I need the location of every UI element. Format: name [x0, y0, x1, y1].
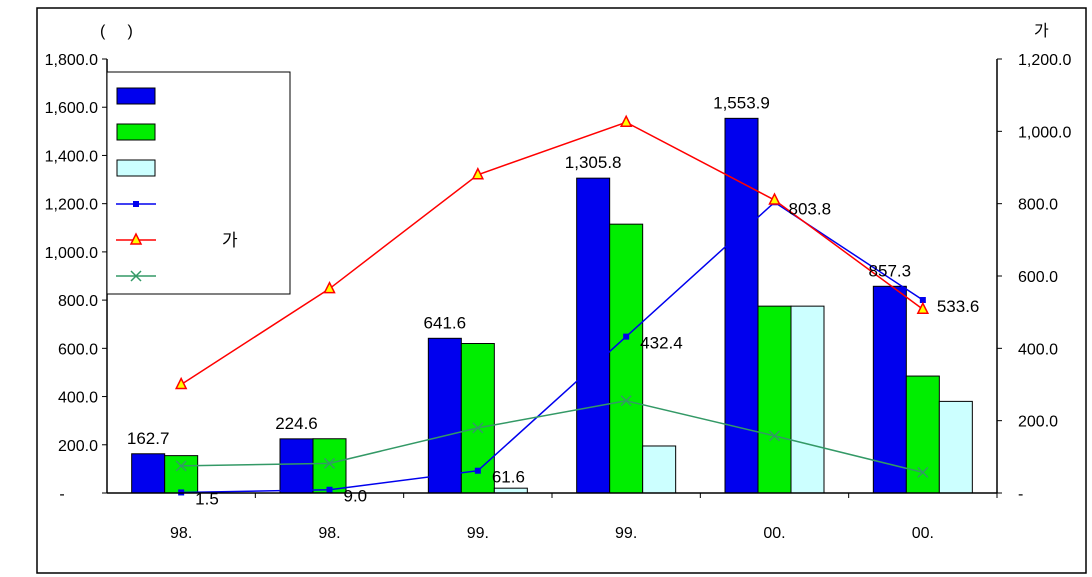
x-tick-label: 00. [912, 525, 934, 542]
left-tick-label: 1,000.0 [45, 245, 98, 262]
legend-swatch [116, 159, 156, 177]
left-tick-label: - [59, 486, 64, 503]
right-tick-label: 200.0 [1018, 414, 1058, 431]
marker-x [323, 457, 336, 469]
line-series-3 [181, 400, 924, 474]
marker-x [917, 466, 929, 478]
line-data-label: 61.6 [492, 468, 525, 487]
bar-s2 [312, 438, 347, 494]
bar-data-label: 162.7 [127, 429, 170, 448]
legend-label: 가 [222, 231, 238, 250]
line-series-2 [180, 121, 924, 386]
left-tick-label: 1,200.0 [45, 197, 98, 214]
bar-s1 [576, 177, 611, 494]
marker-triangle [768, 192, 781, 205]
x-tick-label: 99. [467, 525, 489, 542]
x-tick-label: 99. [615, 525, 637, 542]
marker-x [620, 395, 632, 407]
bar-s3 [938, 400, 973, 494]
left-tick-label: 400.0 [58, 390, 98, 407]
left-tick-label: 1,800.0 [45, 52, 98, 69]
left-tick-label: 800.0 [58, 293, 98, 310]
left-tick-label: 600.0 [58, 341, 98, 358]
bar-s2 [164, 455, 199, 494]
right-tick-label: - [1018, 486, 1023, 503]
bar-s2 [905, 375, 940, 494]
right-tick-label: 1,000.0 [1018, 124, 1071, 141]
legend-box [106, 71, 291, 295]
marker-triangle [323, 280, 336, 294]
right-tick-label: 1,200.0 [1018, 52, 1071, 69]
bar-s2 [460, 343, 495, 494]
left-tick-label: 200.0 [58, 438, 98, 455]
bar-s1 [131, 453, 166, 494]
marker-square [133, 201, 139, 207]
bar-s1 [279, 438, 314, 494]
marker-x [472, 422, 484, 434]
marker-triangle [174, 376, 188, 390]
bar-s1 [872, 285, 907, 494]
marker-x [175, 460, 187, 472]
legend-swatch [116, 87, 156, 105]
line-data-label: 432.4 [640, 334, 683, 353]
left-tick-label: 1,400.0 [45, 148, 98, 165]
marker-triangle [619, 114, 633, 128]
left-unit-label: ( ) [100, 23, 133, 40]
x-tick-label: 98. [170, 525, 192, 542]
x-tick-label: 00. [763, 525, 785, 542]
marker-triangle [471, 167, 485, 180]
right-unit-label: 가 [1034, 22, 1049, 40]
legend-swatch [116, 123, 156, 141]
marker-triangle [129, 232, 143, 245]
x-tick-label: 98. [318, 525, 340, 542]
bar-s3 [642, 445, 677, 494]
bar-data-label: 857.3 [869, 261, 912, 280]
bar-data-label: 224.6 [275, 414, 318, 433]
left-tick-label: 1,600.0 [45, 100, 98, 117]
bar-s3 [790, 305, 825, 494]
line-data-label: 1.5 [195, 489, 219, 508]
line-data-label: 9.0 [344, 487, 368, 506]
bar-data-label: 1,553.9 [713, 93, 770, 112]
marker-x [768, 430, 781, 442]
line-data-label: 533.6 [937, 297, 980, 316]
right-tick-label: 400.0 [1018, 341, 1058, 358]
marker-square [474, 467, 481, 474]
marker-square [623, 333, 630, 340]
line-data-label: 803.8 [789, 199, 832, 218]
marker-square [326, 486, 333, 493]
bar-s1 [427, 337, 462, 494]
right-tick-label: 600.0 [1018, 269, 1058, 286]
bar-data-label: 641.6 [424, 313, 467, 332]
right-tick-label: 800.0 [1018, 197, 1058, 214]
marker-x [130, 270, 142, 282]
marker-square [919, 297, 926, 304]
bar-s2 [757, 305, 792, 494]
marker-triangle [916, 301, 930, 315]
bar-s1 [724, 117, 759, 494]
bar-s2 [609, 223, 644, 494]
bar-data-label: 1,305.8 [565, 153, 622, 172]
